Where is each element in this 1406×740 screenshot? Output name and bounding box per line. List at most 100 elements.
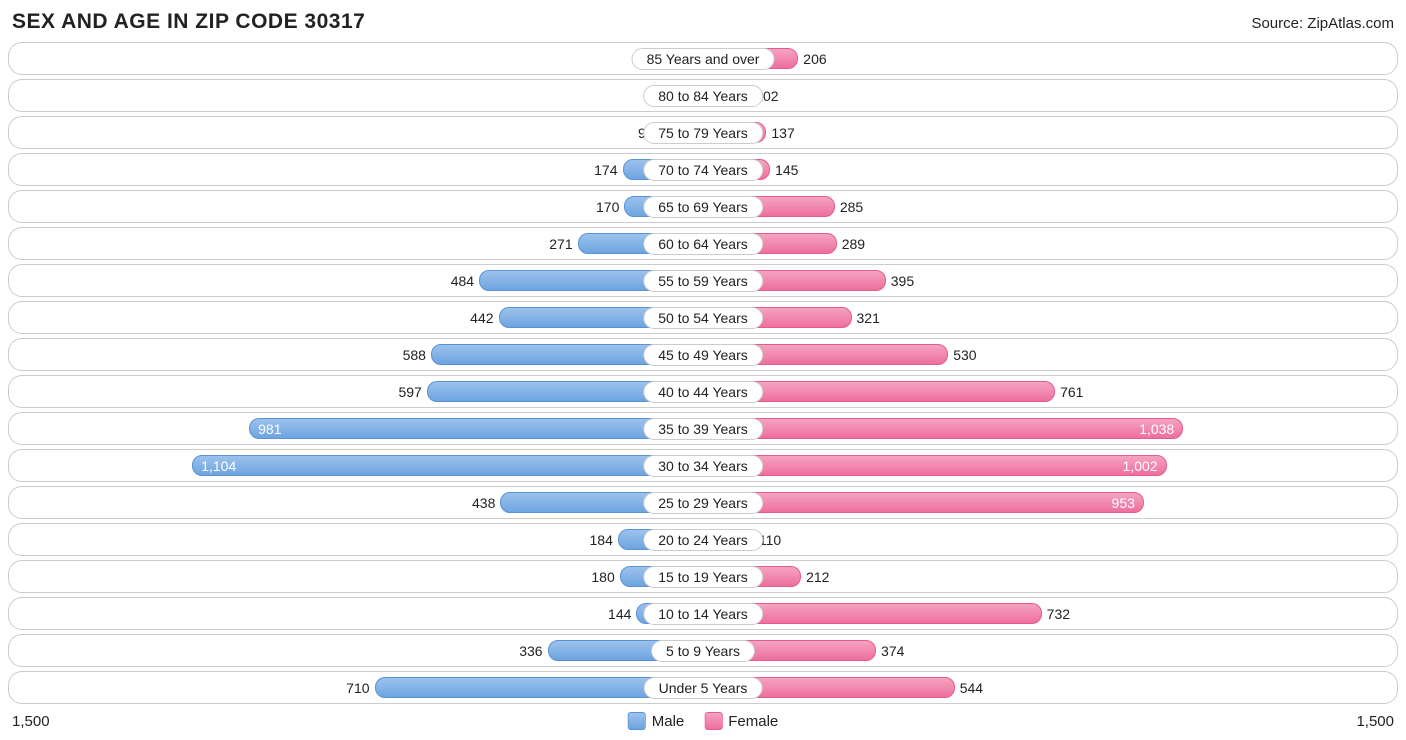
male-half: 96 [9, 117, 703, 148]
male-half: 442 [9, 302, 703, 333]
age-group-label: 40 to 44 Years [643, 381, 763, 403]
age-group-label: 50 to 54 Years [643, 307, 763, 329]
age-group-label: 60 to 64 Years [643, 233, 763, 255]
pyramid-row: 17028565 to 69 Years [8, 190, 1398, 223]
male-half: 180 [9, 561, 703, 592]
male-half: 1,104 [9, 450, 703, 481]
female-bar: 1,038 [703, 418, 1183, 440]
pyramid-row: 144 732 10 to 14 Years [8, 597, 1398, 630]
age-group-label: 35 to 39 Years [643, 418, 763, 440]
legend-female-label: Female [728, 713, 778, 730]
chart-footer: 1,500 Male Female 1,500 [8, 704, 1398, 732]
age-group-label: 55 to 59 Years [643, 270, 763, 292]
female-half: 321 [703, 302, 1397, 333]
male-value: 588 [403, 347, 426, 363]
male-value: 438 [472, 495, 495, 511]
age-group-label: 5 to 9 Years [651, 640, 755, 662]
female-half: 137 [703, 117, 1397, 148]
male-half: 981 [9, 413, 703, 444]
male-value: 442 [470, 310, 493, 326]
female-half: 1,038 [703, 413, 1397, 444]
female-half: 145 [703, 154, 1397, 185]
male-half: 336 [9, 635, 703, 666]
axis-label-right: 1,500 [1356, 713, 1394, 730]
female-bar: 1,002 [703, 455, 1167, 477]
male-half: 170 [9, 191, 703, 222]
female-value: 145 [775, 162, 798, 178]
male-value: 271 [549, 236, 572, 252]
age-group-label: 75 to 79 Years [643, 122, 763, 144]
chart-source: Source: ZipAtlas.com [1251, 15, 1394, 32]
axis-label-left: 1,500 [12, 713, 50, 730]
female-value: 321 [857, 310, 880, 326]
female-half: 289 [703, 228, 1397, 259]
female-value: 530 [953, 347, 976, 363]
male-value: 144 [608, 606, 631, 622]
male-value: 170 [596, 199, 619, 215]
male-value: 184 [590, 532, 613, 548]
male-half: 710 [9, 672, 703, 703]
age-group-label: Under 5 Years [644, 677, 763, 699]
age-group-label: 15 to 19 Years [643, 566, 763, 588]
female-swatch-icon [704, 712, 722, 730]
female-half: 761 [703, 376, 1397, 407]
female-half: 102 [703, 80, 1397, 111]
female-half: 530 [703, 339, 1397, 370]
pyramid-row: 3110280 to 84 Years [8, 79, 1398, 112]
pyramid-row: 981 1,038 35 to 39 Years [8, 412, 1398, 445]
male-value: 1,104 [201, 458, 236, 474]
female-half: 395 [703, 265, 1397, 296]
pyramid-row: 96 137 75 to 79 Years [8, 116, 1398, 149]
female-half: 544 [703, 672, 1397, 703]
female-half: 110 [703, 524, 1397, 555]
female-value: 1,038 [1139, 421, 1174, 437]
legend-item-female: Female [704, 712, 778, 730]
female-value: 212 [806, 569, 829, 585]
male-value: 180 [591, 569, 614, 585]
female-value: 285 [840, 199, 863, 215]
pyramid-row: 180 212 15 to 19 Years [8, 560, 1398, 593]
female-half: 953 [703, 487, 1397, 518]
legend-item-male: Male [628, 712, 685, 730]
pyramid-row: 484 39555 to 59 Years [8, 264, 1398, 297]
female-value: 137 [771, 125, 794, 141]
female-value: 732 [1047, 606, 1070, 622]
male-half: 438 [9, 487, 703, 518]
age-group-label: 70 to 74 Years [643, 159, 763, 181]
female-half: 1,002 [703, 450, 1397, 481]
male-bar: 1,104 [192, 455, 703, 477]
male-half: 271 [9, 228, 703, 259]
male-half: 597 [9, 376, 703, 407]
male-bar: 981 [249, 418, 703, 440]
male-half: 588 [9, 339, 703, 370]
female-half: 374 [703, 635, 1397, 666]
age-group-label: 80 to 84 Years [643, 85, 763, 107]
male-value: 710 [346, 680, 369, 696]
age-group-label: 20 to 24 Years [643, 529, 763, 551]
age-group-label: 30 to 34 Years [643, 455, 763, 477]
pyramid-row: 174 145 70 to 74 Years [8, 153, 1398, 186]
female-value: 374 [881, 643, 904, 659]
male-swatch-icon [628, 712, 646, 730]
pyramid-row: 271 28960 to 64 Years [8, 227, 1398, 260]
age-group-label: 25 to 29 Years [643, 492, 763, 514]
age-group-label: 45 to 49 Years [643, 344, 763, 366]
female-bar: 953 [703, 492, 1144, 514]
chart-header: SEX AND AGE IN ZIP CODE 30317 Source: Zi… [8, 10, 1398, 42]
male-value: 597 [398, 384, 421, 400]
male-value: 174 [594, 162, 617, 178]
legend: Male Female [628, 712, 779, 730]
female-half: 206 [703, 43, 1397, 74]
male-half: 174 [9, 154, 703, 185]
female-half: 212 [703, 561, 1397, 592]
male-half: 484 [9, 265, 703, 296]
age-group-label: 10 to 14 Years [643, 603, 763, 625]
pyramid-row: 438 95325 to 29 Years [8, 486, 1398, 519]
legend-male-label: Male [652, 713, 685, 730]
female-half: 732 [703, 598, 1397, 629]
chart-title: SEX AND AGE IN ZIP CODE 30317 [12, 10, 365, 34]
male-half: 144 [9, 598, 703, 629]
male-value: 484 [451, 273, 474, 289]
male-half: 184 [9, 524, 703, 555]
age-group-label: 85 Years and over [632, 48, 775, 70]
